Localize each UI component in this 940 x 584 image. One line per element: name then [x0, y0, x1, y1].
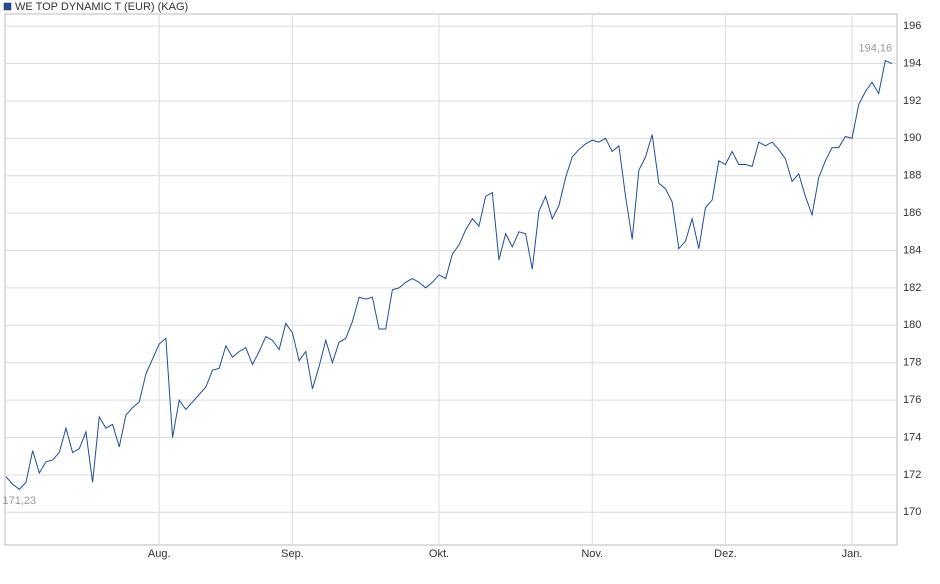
x-tick-label: Nov. — [581, 548, 603, 560]
x-tick-label: Aug. — [148, 548, 171, 560]
x-tick-label: Dez. — [714, 548, 737, 560]
series-line — [5, 59, 893, 490]
y-tick-label: 188 — [903, 170, 921, 182]
x-tick-label: Jan. — [842, 548, 863, 560]
max-label: 194,16 — [859, 42, 893, 54]
y-tick-label: 184 — [903, 244, 921, 256]
min-label: 171,23 — [2, 495, 36, 507]
y-tick-label: 190 — [903, 132, 921, 144]
legend-label: WE TOP DYNAMIC T (EUR) (KAG) — [15, 1, 188, 13]
x-tick-label: Okt. — [429, 548, 449, 560]
plot-frame — [4, 13, 898, 546]
x-tick-label: Sep. — [281, 548, 304, 560]
y-tick-label: 192 — [903, 95, 921, 107]
y-tick-label: 178 — [903, 357, 921, 369]
y-tick-label: 180 — [903, 319, 921, 331]
y-tick-label: 172 — [903, 469, 921, 481]
y-tick-label: 170 — [903, 506, 921, 518]
y-tick-label: 182 — [903, 282, 921, 294]
legend-swatch — [3, 2, 12, 11]
y-tick-label: 176 — [903, 394, 921, 406]
y-tick-label: 194 — [903, 57, 921, 69]
y-tick-label: 174 — [903, 431, 921, 443]
y-tick-label: 196 — [903, 20, 921, 32]
y-tick-label: 186 — [903, 207, 921, 219]
